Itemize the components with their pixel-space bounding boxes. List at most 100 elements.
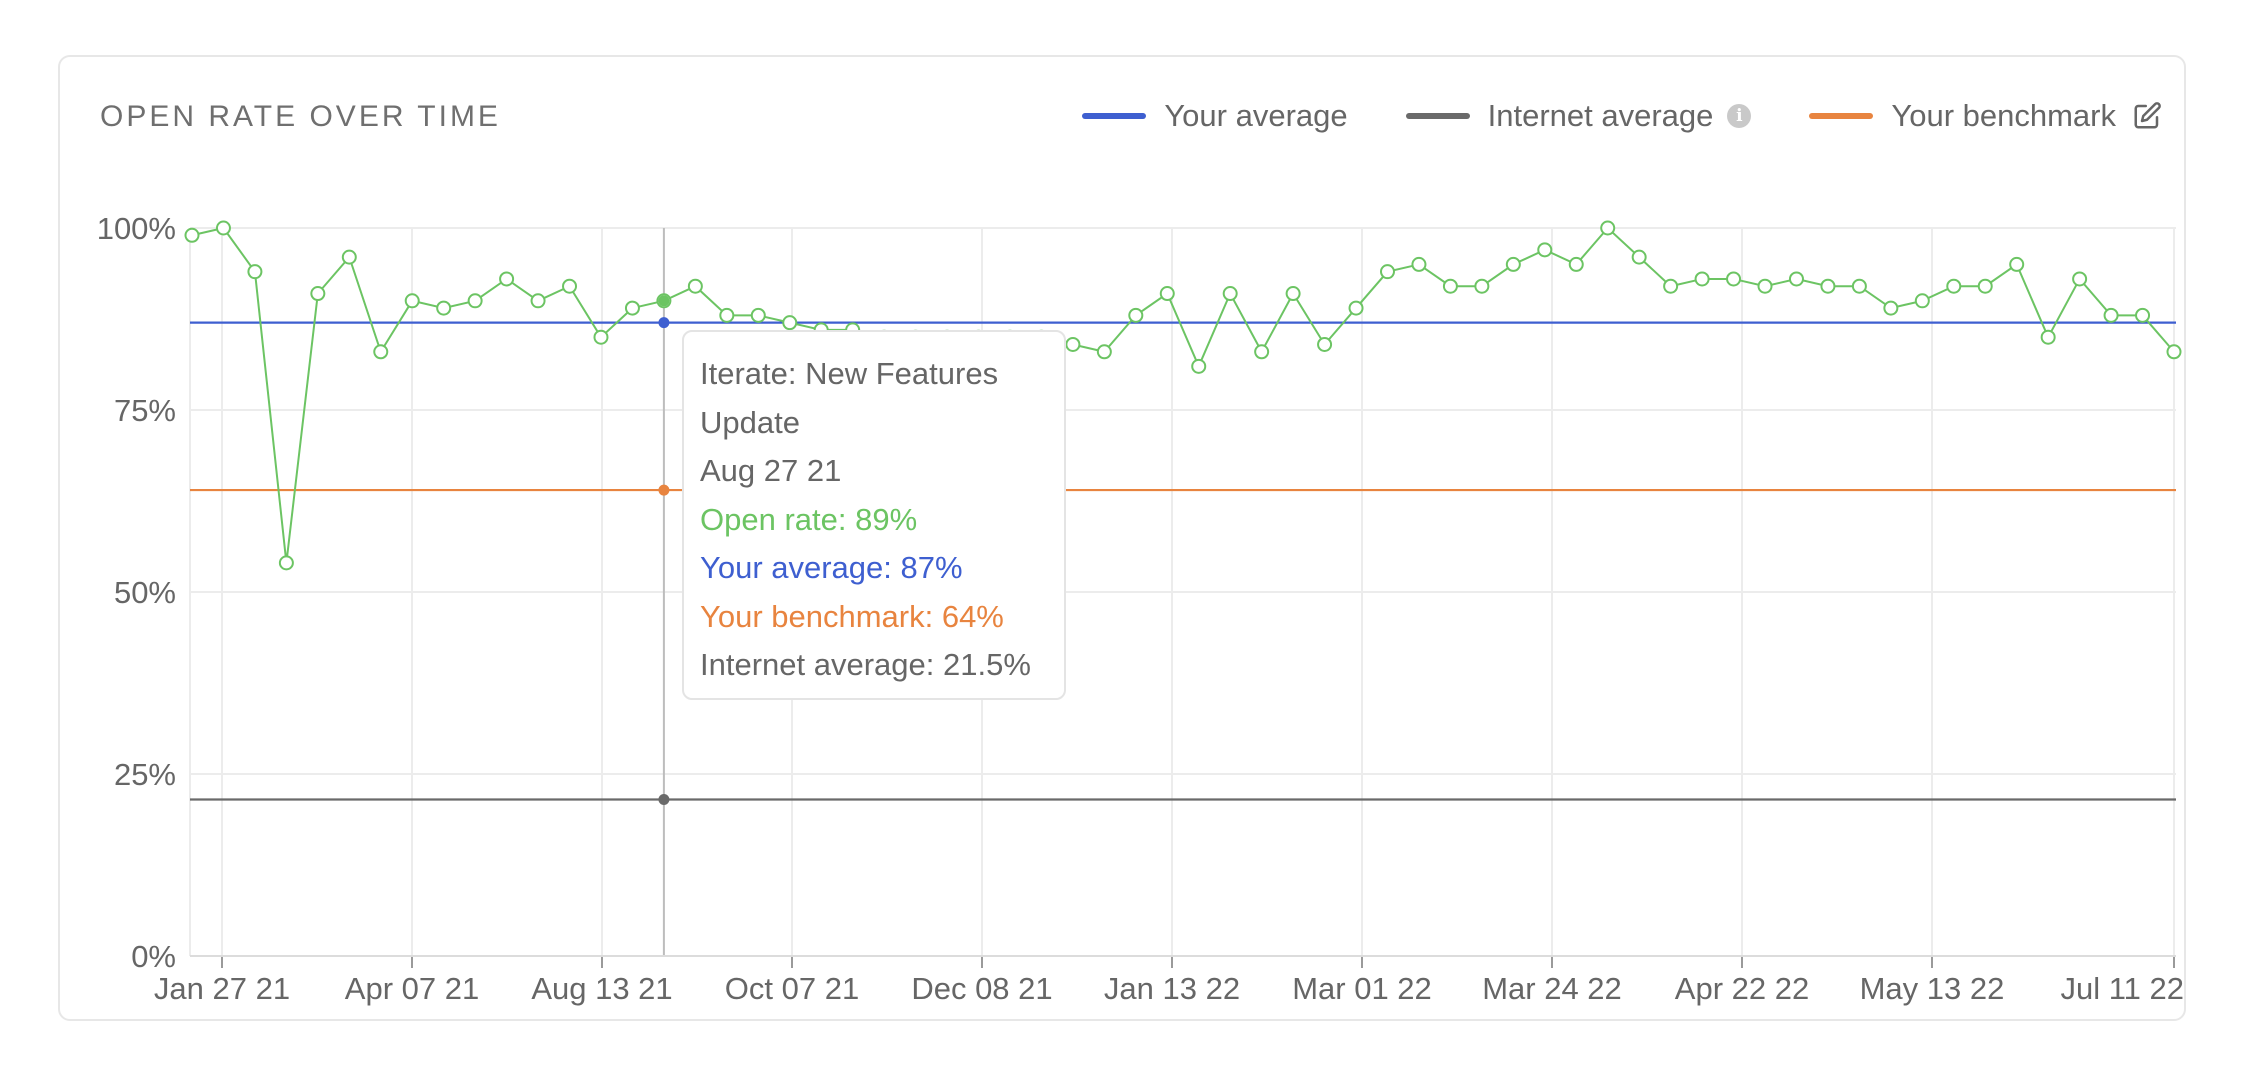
- legend-swatch-internet-average: [1405, 113, 1470, 119]
- open-rate-point: [1191, 358, 1207, 374]
- open-rate-point: [687, 278, 703, 294]
- x-tick-label: Jan 13 22: [1104, 971, 1240, 1006]
- open-rate-point: [1568, 256, 1584, 272]
- open-rate-point: [782, 315, 798, 331]
- open-rate-point: [310, 286, 326, 302]
- y-tick-label: 25%: [114, 757, 176, 792]
- info-icon[interactable]: i: [1727, 104, 1752, 128]
- x-tick-label: Mar 01 22: [1292, 971, 1432, 1006]
- open-rate-series: [184, 220, 2182, 805]
- legend-swatch-your-average: [1082, 113, 1147, 119]
- open-rate-point: [624, 300, 640, 316]
- open-rate-point: [184, 227, 200, 243]
- open-rate-point: [1442, 278, 1458, 294]
- open-rate-point: [2040, 329, 2056, 345]
- chart-axes: 100% 75% 50% 25% 0%Jan 27 21 Apr 07 21 Aug 13 …: [97, 211, 2184, 1006]
- open-rate-point: [1159, 286, 1175, 302]
- open-rate-point: [404, 293, 420, 309]
- open-rate-point: [593, 329, 609, 345]
- open-rate-point: [562, 278, 578, 294]
- open-rate-point: [1914, 293, 1930, 309]
- open-rate-point: [1505, 256, 1521, 272]
- x-tick-label: Apr 07 21: [345, 971, 479, 1006]
- open-rate-point: [341, 249, 357, 265]
- open-rate-point: [1694, 271, 1710, 287]
- open-rate-point: [1726, 271, 1742, 287]
- open-rate-point: [2103, 307, 2119, 323]
- open-rate-point: [1820, 278, 1836, 294]
- x-tick-label: Dec 08 21: [911, 971, 1052, 1006]
- open-rate-point: [530, 293, 546, 309]
- tooltip-title-line1: Iterate: New Features: [700, 356, 999, 391]
- open-rate-point: [1411, 256, 1427, 272]
- open-rate-point: [2009, 256, 2025, 272]
- open-rate-point: [719, 307, 735, 323]
- open-rate-point: [1096, 344, 1112, 360]
- open-rate-point: [1883, 300, 1899, 316]
- x-tick-label: Aug 13 21: [531, 971, 672, 1006]
- tooltip-your-benchmark: Your benchmark: 64%: [700, 598, 1004, 634]
- open-rate-point: [1600, 220, 1616, 236]
- tooltip-date: Aug 27 21: [700, 453, 842, 488]
- chart-grid: [189, 227, 2176, 957]
- y-tick-label: 50%: [114, 575, 176, 610]
- open-rate-line: [191, 226, 2175, 563]
- reference-lines: [190, 321, 2176, 801]
- open-rate-point: [1285, 286, 1301, 302]
- open-rate-point: [750, 307, 766, 323]
- open-rate-point: [2166, 344, 2182, 360]
- open-rate-point: [1474, 278, 1490, 294]
- open-rate-point: [1788, 271, 1804, 287]
- open-rate-point: [1317, 336, 1333, 352]
- x-tick-label: May 13 22: [1860, 971, 2005, 1006]
- open-rate-point: [1065, 336, 1081, 352]
- open-rate-point: [247, 264, 263, 280]
- x-tick-label: Oct 07 21: [725, 971, 859, 1006]
- hover-marker-internet-average: [658, 793, 670, 805]
- legend-label-your-benchmark: Your benchmark: [1891, 98, 2116, 133]
- legend-label-internet-average: Internet average: [1487, 98, 1714, 133]
- tooltip-internet-average: Internet average: 21.5%: [700, 647, 1031, 682]
- hover-marker-your-average: [658, 317, 670, 329]
- open-rate-point: [215, 220, 231, 236]
- open-rate-point: [1379, 264, 1395, 280]
- hover-marker-open-rate: [658, 295, 670, 307]
- x-tick-label: Apr 22 22: [1675, 971, 1809, 1006]
- legend-swatch-your-benchmark: [1809, 113, 1874, 119]
- legend-label-your-average: Your average: [1164, 98, 1348, 133]
- open-rate-point: [1128, 307, 1144, 323]
- open-rate-point: [278, 555, 294, 571]
- open-rate-point: [1537, 242, 1553, 258]
- open-rate-point: [1222, 286, 1238, 302]
- legend-your-benchmark[interactable]: Your benchmark: [1809, 98, 2162, 134]
- open-rate-point: [436, 300, 452, 316]
- open-rate-point: [499, 271, 515, 287]
- open-rate-point: [1977, 278, 1993, 294]
- open-rate-point: [1757, 278, 1773, 294]
- legend-your-average[interactable]: Your average: [1082, 98, 1348, 134]
- open-rate-point: [373, 344, 389, 360]
- open-rate-point: [1946, 278, 1962, 294]
- x-tick-label: Jul 11 22: [2060, 971, 2184, 1006]
- y-tick-label: 75%: [114, 393, 176, 428]
- open-rate-point: [1851, 278, 1867, 294]
- open-rate-point: [2135, 307, 2151, 323]
- tooltip-your-average: Your average: 87%: [700, 550, 963, 585]
- open-rate-point: [2072, 271, 2088, 287]
- x-tick-label: Mar 24 22: [1482, 971, 1622, 1006]
- tooltip-title-line2: Update: [700, 404, 800, 440]
- x-tick-label: Jan 27 21: [154, 971, 290, 1006]
- tooltip-open-rate: Open rate: 89%: [700, 501, 918, 537]
- chart-legend: Your average Internet average i Your ben…: [1082, 98, 2162, 134]
- open-rate-point: [1631, 249, 1647, 265]
- open-rate-point: [467, 293, 483, 309]
- y-tick-label: 0%: [131, 939, 176, 974]
- legend-internet-average[interactable]: Internet average i: [1405, 98, 1752, 134]
- y-tick-label: 100%: [97, 211, 176, 246]
- open-rate-point: [1254, 344, 1270, 360]
- hover-marker-your-benchmark: [658, 484, 670, 496]
- open-rate-point: [1663, 278, 1679, 294]
- chart-title: OPEN RATE OVER TIME: [100, 100, 501, 133]
- edit-icon[interactable]: [2132, 101, 2162, 131]
